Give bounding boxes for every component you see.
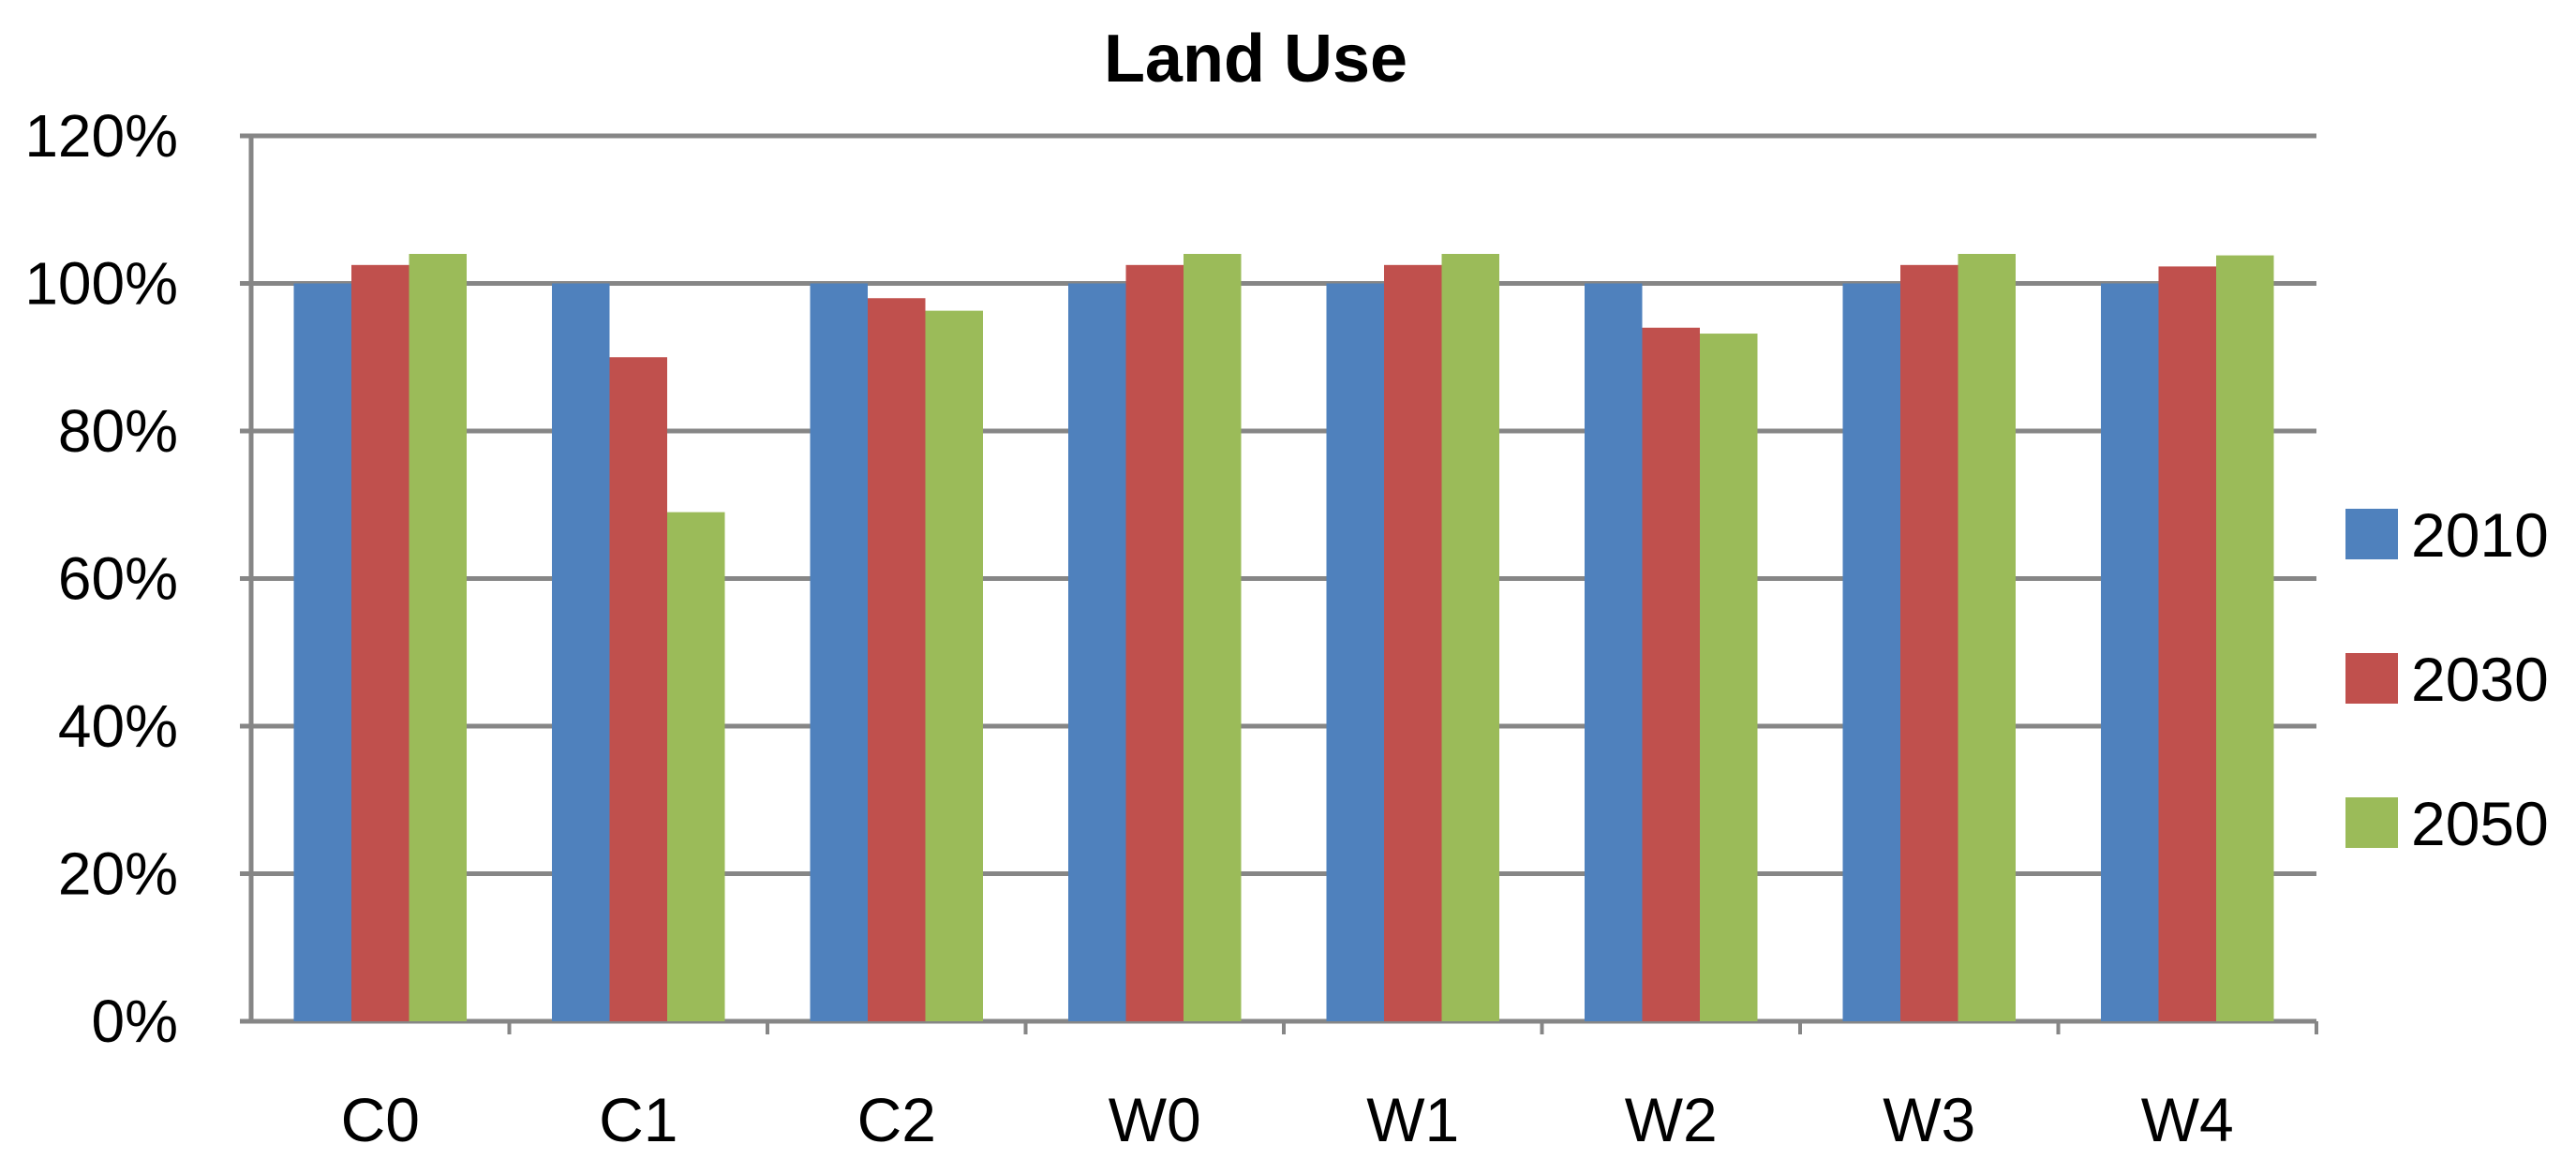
x-category-label: W3 bbox=[1883, 1085, 1975, 1154]
bar-2010-W4 bbox=[2101, 283, 2159, 1021]
bar-2030-C2 bbox=[868, 298, 926, 1021]
bar-2010-C1 bbox=[552, 283, 610, 1021]
bar-2050-C0 bbox=[409, 254, 467, 1021]
y-tick-label: 0% bbox=[92, 988, 179, 1055]
y-tick-label: 100% bbox=[24, 250, 178, 318]
y-tick-label: 120% bbox=[24, 102, 178, 170]
x-category-label: W0 bbox=[1109, 1085, 1201, 1154]
bar-2050-W1 bbox=[1441, 254, 1499, 1021]
y-tick-label: 40% bbox=[58, 692, 178, 760]
legend-swatch-2030 bbox=[2345, 653, 2398, 704]
x-category-label: C0 bbox=[341, 1085, 420, 1154]
bar-2050-W2 bbox=[1700, 334, 1758, 1021]
y-tick-label: 80% bbox=[58, 397, 178, 465]
legend-label: 2050 bbox=[2411, 789, 2549, 858]
bar-2030-W3 bbox=[1900, 264, 1958, 1021]
legend-label: 2010 bbox=[2411, 500, 2549, 570]
bar-2050-W3 bbox=[1958, 254, 2016, 1021]
bar-2030-C0 bbox=[351, 264, 409, 1021]
x-category-label: C2 bbox=[857, 1085, 936, 1154]
bar-2050-C2 bbox=[925, 310, 983, 1021]
bar-2050-C1 bbox=[667, 512, 725, 1021]
x-category-label: W4 bbox=[2141, 1085, 2234, 1154]
legend-label: 2030 bbox=[2411, 645, 2549, 714]
bar-2050-W0 bbox=[1184, 254, 1242, 1021]
bar-2050-W4 bbox=[2216, 255, 2274, 1021]
bar-2010-C2 bbox=[810, 283, 868, 1021]
y-tick-label: 60% bbox=[58, 545, 178, 613]
legend-swatch-2050 bbox=[2345, 797, 2398, 848]
bar-2010-W0 bbox=[1068, 283, 1126, 1021]
bars bbox=[293, 254, 2274, 1021]
bar-2010-C0 bbox=[293, 283, 351, 1021]
x-category-labels: C0 C1 C2 W0 W1 W2 W3 W4 bbox=[341, 1085, 2234, 1154]
legend: 2010 2030 2050 bbox=[2345, 500, 2549, 858]
x-category-label: W2 bbox=[1625, 1085, 1718, 1154]
bar-2030-W2 bbox=[1642, 327, 1700, 1021]
bar-2030-W0 bbox=[1125, 264, 1184, 1021]
y-tick-labels: 0% 20% 40% 60% 80% 100% 120% bbox=[24, 102, 178, 1055]
chart-title: Land Use bbox=[1104, 22, 1407, 97]
y-tick-label: 20% bbox=[58, 840, 178, 908]
bar-2030-W1 bbox=[1384, 264, 1442, 1021]
bar-2030-W4 bbox=[2158, 266, 2216, 1021]
x-category-label: C1 bbox=[599, 1085, 678, 1154]
bar-2030-C1 bbox=[609, 357, 667, 1021]
x-category-label: W1 bbox=[1366, 1085, 1459, 1154]
legend-swatch-2010 bbox=[2345, 509, 2398, 559]
bar-2010-W3 bbox=[1842, 283, 1900, 1021]
bar-2010-W2 bbox=[1585, 283, 1643, 1021]
bar-2010-W1 bbox=[1326, 283, 1384, 1021]
